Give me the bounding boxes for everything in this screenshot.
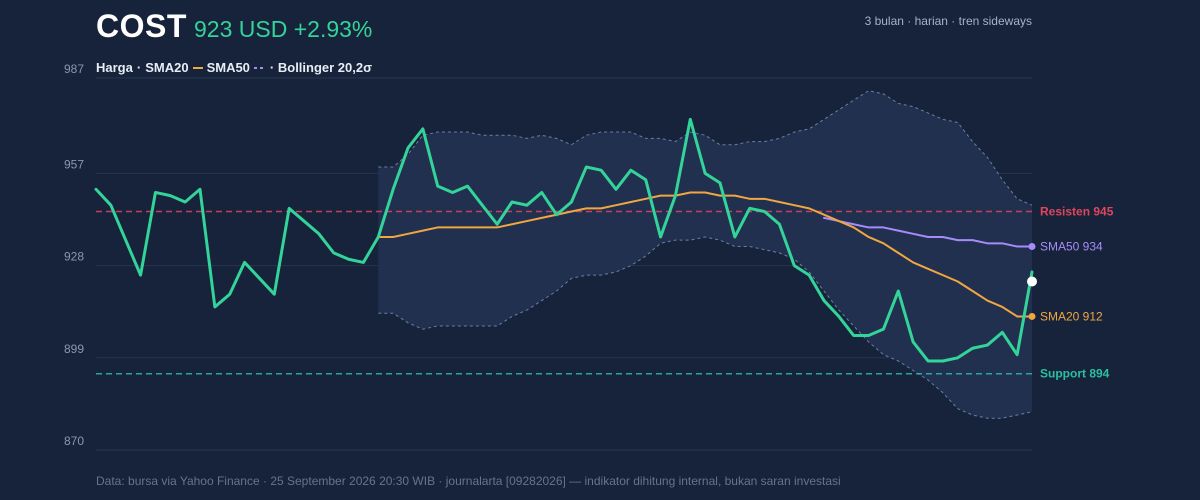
legend-bollinger-swatch: [253, 66, 266, 69]
footer-source: Data: bursa via Yahoo Finance · 25 Septe…: [96, 474, 841, 488]
bollinger-band-layer: [378, 90, 1033, 419]
series-layer: [94, 117, 1034, 363]
level-layer: Resisten 945 Support 894: [96, 205, 1114, 381]
y-tick-label: 928: [64, 250, 84, 264]
legend-sma20: SMA20: [145, 60, 189, 75]
price-quote: 923 USD +2.93%: [194, 16, 373, 42]
chart-meta: 3 bulan · harian · tren sideways: [864, 14, 1032, 28]
end-marker: [1028, 243, 1036, 251]
end-label: SMA50 934: [1040, 240, 1103, 254]
legend-price: Harga: [96, 60, 133, 75]
bollinger-lower-line: [378, 236, 1033, 419]
bollinger-band-fill: [378, 90, 1032, 419]
legend-sma20-swatch: [192, 66, 203, 69]
y-tick-label: 957: [64, 157, 84, 171]
last-price-marker: [1027, 276, 1037, 287]
label-layer: SMA50 934 SMA20 912: [1027, 240, 1103, 323]
ticker-symbol: COST: [96, 8, 187, 44]
level-label: Support 894: [1040, 367, 1110, 381]
bollinger-upper-line: [378, 90, 1033, 206]
series-line-harga: [94, 117, 1034, 363]
end-label: SMA20 912: [1040, 309, 1103, 323]
series-line-sma50: [823, 216, 1033, 248]
chart-legend: Harga · SMA20 SMA50 · Bollinger 20,2σ: [96, 60, 372, 75]
end-marker: [1028, 312, 1036, 320]
y-tick-label: 870: [64, 434, 84, 448]
legend-sma50: SMA50: [206, 60, 250, 75]
level-label: Resisten 945: [1040, 205, 1114, 219]
legend-separator: ·: [136, 60, 142, 75]
series-line-sma20: [377, 191, 1033, 318]
y-tick-label: 987: [64, 62, 84, 76]
legend-bollinger: · Bollinger 20,2σ: [269, 60, 373, 75]
y-tick-label: 899: [64, 342, 84, 356]
